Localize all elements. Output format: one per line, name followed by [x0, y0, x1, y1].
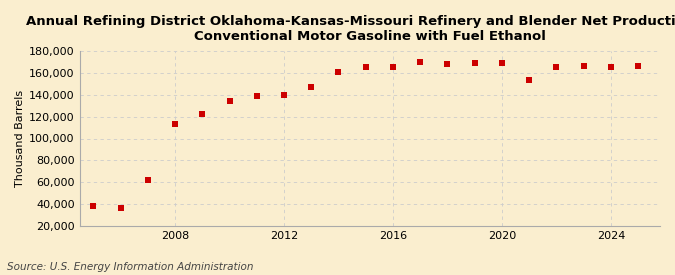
Point — [224, 99, 235, 104]
Point — [551, 65, 562, 70]
Point — [115, 206, 126, 211]
Point — [360, 65, 371, 70]
Point — [632, 64, 643, 68]
Point — [578, 64, 589, 68]
Point — [88, 204, 99, 208]
Point — [387, 65, 398, 70]
Point — [605, 65, 616, 70]
Text: Source: U.S. Energy Information Administration: Source: U.S. Energy Information Administ… — [7, 262, 253, 272]
Point — [251, 94, 262, 98]
Point — [306, 85, 317, 89]
Y-axis label: Thousand Barrels: Thousand Barrels — [15, 90, 25, 187]
Point — [142, 178, 153, 182]
Title: Annual Refining District Oklahoma-Kansas-Missouri Refinery and Blender Net Produ: Annual Refining District Oklahoma-Kansas… — [26, 15, 675, 43]
Point — [197, 112, 208, 117]
Point — [442, 62, 453, 67]
Point — [333, 70, 344, 74]
Point — [497, 61, 508, 65]
Point — [524, 77, 535, 82]
Point — [279, 93, 290, 97]
Point — [415, 60, 426, 64]
Point — [469, 61, 480, 65]
Point — [169, 122, 180, 127]
